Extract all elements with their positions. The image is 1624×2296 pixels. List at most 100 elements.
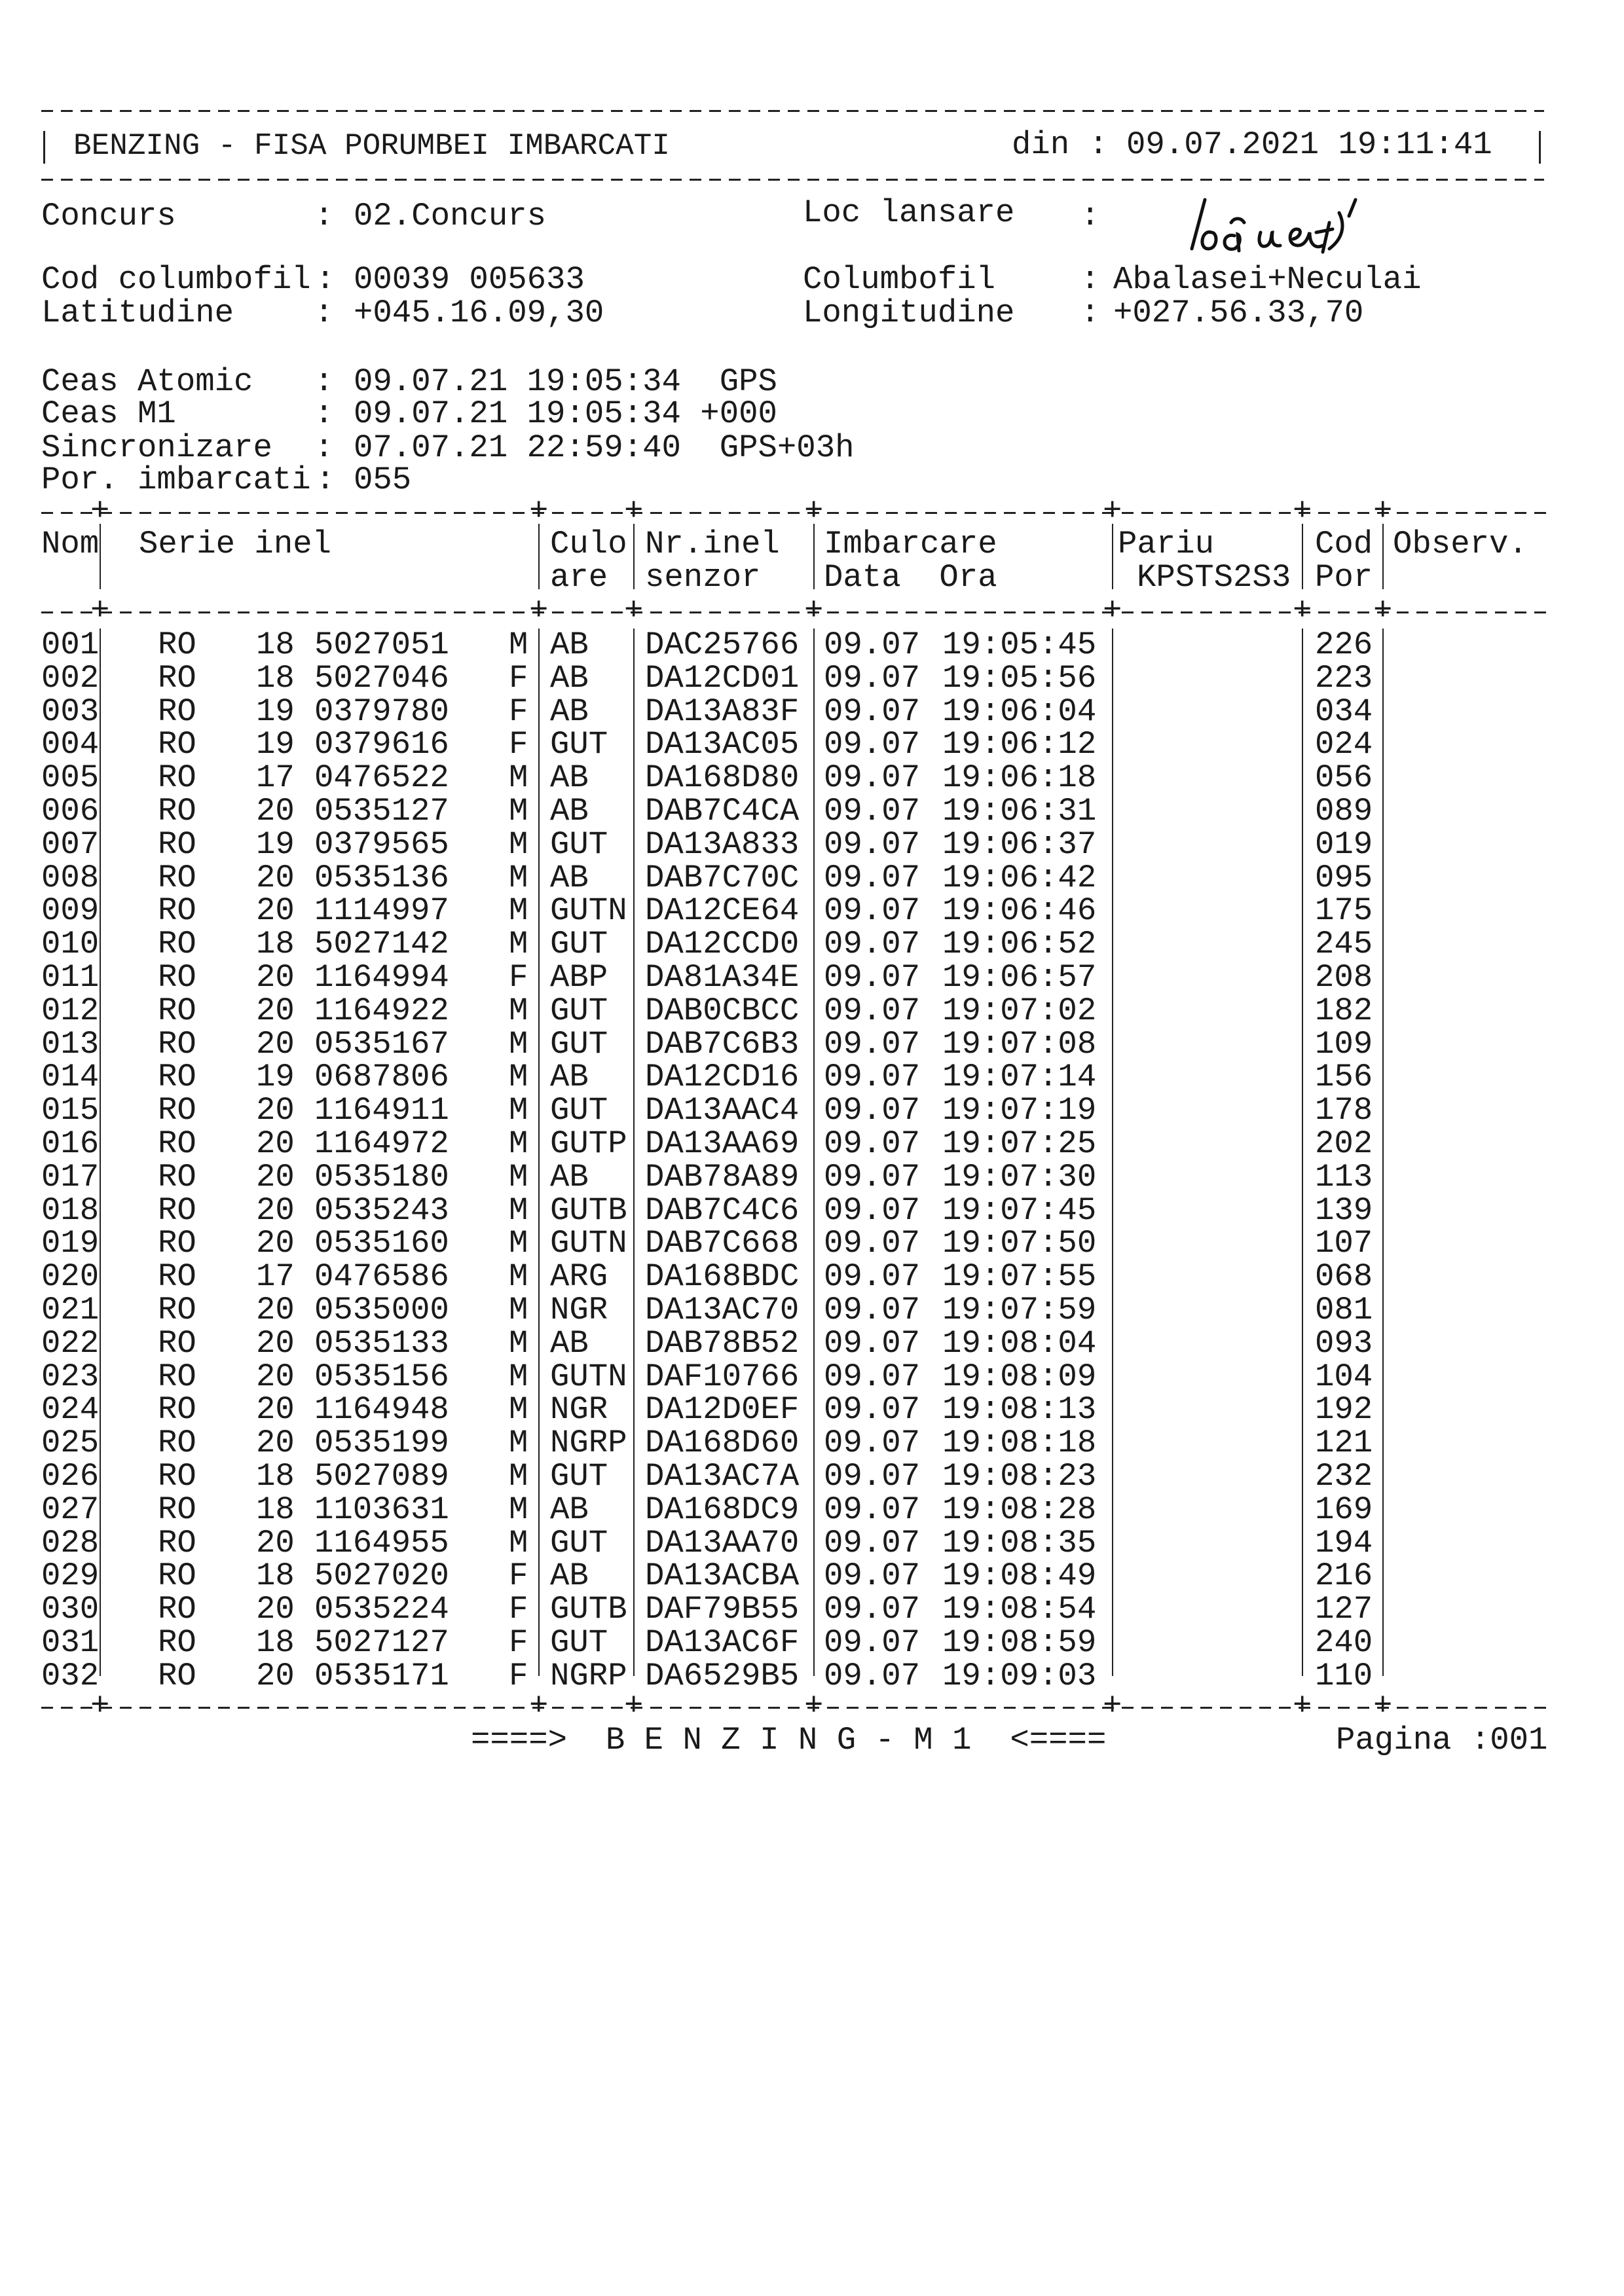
cell-nr-inel-senzor: DAF79B55 <box>645 1591 800 1628</box>
cell-country: RO <box>158 1092 196 1129</box>
cell-data: 09.07 <box>824 659 921 697</box>
cell-country: RO <box>158 1258 196 1296</box>
column-separator <box>813 524 815 589</box>
cell-cod-por: 232 <box>1315 1458 1373 1495</box>
cell-year: 18 <box>256 627 295 663</box>
cell-sex: M <box>509 1458 528 1495</box>
cell-nr-inel-senzor: DA13A83F <box>645 693 800 730</box>
cell-culoare: GUT <box>550 1624 608 1661</box>
cell-nr-inel-senzor: DAB7C668 <box>645 1225 800 1262</box>
cell-ora: 19:08:59 <box>942 1624 1097 1661</box>
concurs-label: Concurs <box>41 198 176 234</box>
cell-sex: M <box>509 1158 528 1195</box>
cell-cod-por: 107 <box>1315 1225 1373 1262</box>
cell-year: 20 <box>256 1358 295 1395</box>
cell-nom: 002 <box>41 659 100 697</box>
cell-cod-por: 182 <box>1315 992 1373 1029</box>
cell-ring-number: 0535136 <box>314 859 449 896</box>
cell-ora: 19:06:42 <box>942 859 1097 896</box>
cell-nom: 031 <box>41 1624 100 1661</box>
cell-ring-number: 1164922 <box>314 992 449 1029</box>
cell-ring-number: 5027020 <box>314 1558 449 1595</box>
col-header-serie: Serie inel <box>139 526 332 562</box>
cell-year: 20 <box>256 1324 295 1362</box>
cell-nom: 030 <box>41 1591 100 1628</box>
cell-sex: M <box>509 859 528 896</box>
cell-nr-inel-senzor: DA168DC9 <box>645 1491 800 1528</box>
cell-ring-number: 1103631 <box>314 1491 449 1528</box>
cell-nr-inel-senzor: DA168D60 <box>645 1425 800 1462</box>
cell-ora: 19:06:52 <box>942 926 1097 963</box>
cell-ring-number: 0535171 <box>314 1657 449 1694</box>
cell-nr-inel-senzor: DAB7C4C6 <box>645 1192 800 1229</box>
cell-country: RO <box>158 1059 196 1096</box>
cell-cod-por: 208 <box>1315 959 1373 996</box>
cell-nom: 016 <box>41 1125 100 1162</box>
cell-data: 09.07 <box>824 1192 921 1229</box>
cell-ring-number: 0379780 <box>314 693 449 730</box>
cell-sex: M <box>509 892 528 930</box>
table-top-border <box>41 512 1547 514</box>
cell-nr-inel-senzor: DA12CD16 <box>645 1059 800 1096</box>
cell-nom: 003 <box>41 693 100 730</box>
column-separator <box>100 629 101 1676</box>
cell-year: 20 <box>256 1657 295 1694</box>
cell-sex: M <box>509 1391 528 1429</box>
cell-cod-por: 068 <box>1315 1258 1373 1296</box>
cell-country: RO <box>158 627 196 663</box>
cell-data: 09.07 <box>824 1158 921 1195</box>
cell-country: RO <box>158 1025 196 1063</box>
cell-cod-por: 178 <box>1315 1092 1373 1129</box>
cell-year: 20 <box>256 1292 295 1328</box>
cell-ring-number: 0535000 <box>314 1292 449 1328</box>
cell-nom: 018 <box>41 1192 100 1229</box>
columbofil-label: Columbofil <box>803 261 996 298</box>
cell-year: 18 <box>256 1458 295 1495</box>
cell-sex: F <box>509 1558 528 1595</box>
colon: : <box>314 395 334 432</box>
cell-country: RO <box>158 1558 196 1595</box>
cell-cod-por: 121 <box>1315 1425 1373 1462</box>
cell-culoare: AB <box>550 1491 589 1528</box>
cell-year: 20 <box>256 793 295 829</box>
cell-ring-number: 5027046 <box>314 659 449 697</box>
cell-nr-inel-senzor: DA81A34E <box>645 959 800 996</box>
cell-cod-por: 192 <box>1315 1391 1373 1429</box>
cell-data: 09.07 <box>824 1358 921 1395</box>
border-junction: + <box>804 1688 824 1724</box>
cell-nom: 011 <box>41 959 100 996</box>
cell-ora: 19:06:18 <box>942 759 1097 797</box>
cell-nr-inel-senzor: DAB78A89 <box>645 1158 800 1195</box>
cell-ora: 19:06:12 <box>942 726 1097 763</box>
cell-culoare: GUT <box>550 1025 608 1063</box>
column-separator <box>633 629 635 1676</box>
cell-cod-por: 110 <box>1315 1657 1373 1694</box>
cell-nom: 022 <box>41 1324 100 1362</box>
cell-data: 09.07 <box>824 926 921 963</box>
cell-country: RO <box>158 659 196 697</box>
cell-nr-inel-senzor: DAB78B52 <box>645 1324 800 1362</box>
loc-lansare-label: Loc lansare <box>803 194 1015 231</box>
cell-ring-number: 1164994 <box>314 959 449 996</box>
cell-culoare: GUT <box>550 992 608 1029</box>
colon: : <box>314 295 334 331</box>
cell-data: 09.07 <box>824 992 921 1029</box>
cell-year: 19 <box>256 1059 295 1096</box>
cell-ora: 19:05:45 <box>942 627 1097 663</box>
cell-ring-number: 1164948 <box>314 1391 449 1429</box>
cell-country: RO <box>158 826 196 863</box>
column-separator <box>813 629 815 1676</box>
cell-ora: 19:07:45 <box>942 1192 1097 1229</box>
print-datetime: 09.07.2021 19:11:41 <box>1126 126 1492 163</box>
column-separator <box>1302 524 1303 589</box>
cell-cod-por: 175 <box>1315 892 1373 930</box>
cell-nom: 032 <box>41 1657 100 1694</box>
cell-cod-por: 216 <box>1315 1558 1373 1595</box>
cell-cod-por: 245 <box>1315 926 1373 963</box>
cell-year: 20 <box>256 859 295 896</box>
cell-ring-number: 0379565 <box>314 826 449 863</box>
cell-ora: 19:08:09 <box>942 1358 1097 1395</box>
cell-sex: M <box>509 1358 528 1395</box>
cell-country: RO <box>158 726 196 763</box>
cell-ring-number: 5027089 <box>314 1458 449 1495</box>
